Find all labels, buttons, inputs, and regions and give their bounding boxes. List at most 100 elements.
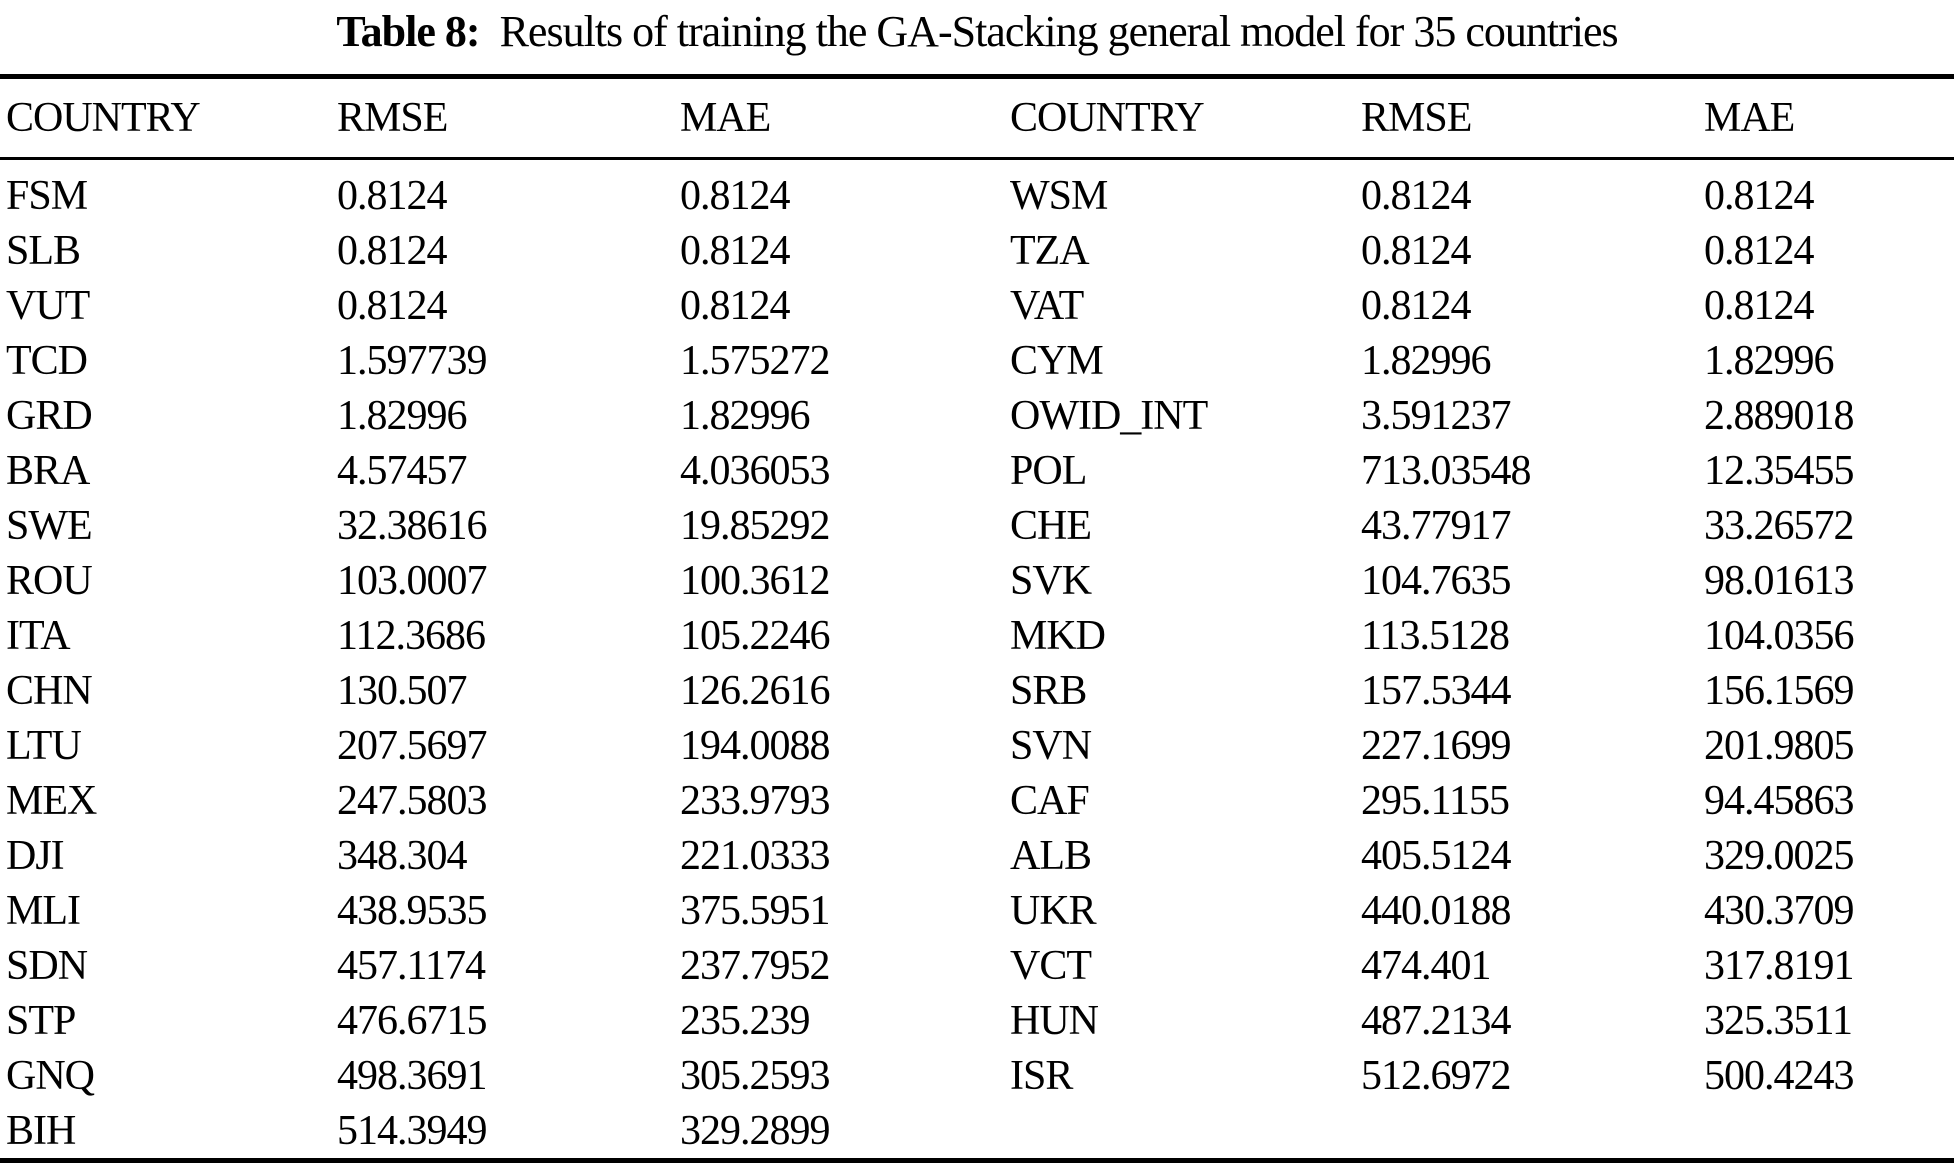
rmse-cell: 474.401 [1361, 942, 1492, 989]
country-cell: CAF [1010, 777, 1090, 824]
country-cell: BRA [6, 447, 90, 494]
mae-cell: 500.4243 [1704, 1052, 1855, 1099]
mae-cell: 98.01613 [1704, 557, 1855, 604]
table-row: TCD 1.597739 1.575272 CYM 1.82996 1.82996 [0, 333, 1954, 388]
country-cell: OWID_INT [1010, 392, 1208, 439]
mae-cell: 221.0333 [680, 832, 831, 879]
country-cell: LTU [6, 722, 82, 769]
country-cell: SDN [6, 942, 88, 989]
mae-cell: 329.2899 [680, 1107, 831, 1154]
country-cell: VUT [6, 282, 90, 329]
column-header-mae-left: MAE [680, 76, 1010, 160]
rmse-cell: 113.5128 [1361, 612, 1510, 659]
mae-cell [1704, 1103, 1954, 1161]
country-cell: MKD [1010, 612, 1106, 659]
mae-cell: 0.8124 [680, 227, 791, 274]
table-row: STP 476.6715 235.239 HUN 487.2134 325.3511 [0, 993, 1954, 1048]
rmse-cell: 405.5124 [1361, 832, 1512, 879]
mae-cell: 105.2246 [680, 612, 831, 659]
mae-cell: 1.575272 [680, 337, 831, 384]
country-cell: SVN [1010, 722, 1092, 769]
country-cell: ALB [1010, 832, 1092, 879]
rmse-cell: 43.77917 [1361, 502, 1512, 549]
table-row: LTU 207.5697 194.0088 SVN 227.1699 201.9805 [0, 718, 1954, 773]
rmse-cell: 157.5344 [1361, 667, 1512, 714]
rmse-cell: 713.03548 [1361, 447, 1532, 494]
country-cell: SRB [1010, 667, 1087, 714]
rmse-cell: 1.82996 [1361, 337, 1492, 384]
column-header-rmse-right: RMSE [1361, 76, 1704, 160]
mae-cell: 104.0356 [1704, 612, 1855, 659]
rmse-cell: 103.0007 [337, 557, 488, 604]
table-row: ITA 112.3686 105.2246 MKD 113.5128 104.0356 [0, 608, 1954, 663]
country-cell: WSM [1010, 172, 1108, 219]
rmse-cell: 4.57457 [337, 447, 468, 494]
rmse-cell: 438.9535 [337, 887, 488, 934]
mae-cell: 0.8124 [1704, 282, 1815, 329]
mae-cell: 0.8124 [1704, 227, 1815, 274]
mae-cell: 317.8191 [1704, 942, 1855, 989]
column-header-rmse-left: RMSE [337, 76, 680, 160]
mae-cell: 1.82996 [1704, 337, 1835, 384]
table-caption: Table 8: Results of training the GA-Stack… [0, 4, 1954, 60]
rmse-cell: 476.6715 [337, 997, 488, 1044]
mae-cell: 194.0088 [680, 722, 831, 769]
mae-cell: 325.3511 [1704, 997, 1853, 1044]
rmse-cell: 112.3686 [337, 612, 486, 659]
mae-cell: 0.8124 [1704, 172, 1815, 219]
table-row: SDN 457.1174 237.7952 VCT 474.401 317.8191 [0, 938, 1954, 993]
country-cell: TZA [1010, 227, 1090, 274]
rmse-cell: 440.0188 [1361, 887, 1512, 934]
table-caption-text: Results of training the GA-Stacking gene… [499, 7, 1619, 56]
rmse-cell: 1.82996 [337, 392, 468, 439]
mae-cell: 201.9805 [1704, 722, 1855, 769]
rmse-cell: 498.3691 [337, 1052, 488, 1099]
rmse-cell: 3.591237 [1361, 392, 1512, 439]
country-cell: VAT [1010, 282, 1084, 329]
column-header-country-right: COUNTRY [1010, 76, 1361, 160]
mae-cell: 235.239 [680, 997, 811, 1044]
mae-cell: 0.8124 [680, 282, 791, 329]
table-row: VUT 0.8124 0.8124 VAT 0.8124 0.8124 [0, 278, 1954, 333]
country-cell: SLB [6, 227, 81, 274]
table-row: BRA 4.57457 4.036053 POL 713.03548 12.35455 [0, 443, 1954, 498]
mae-cell: 329.0025 [1704, 832, 1855, 879]
country-cell: CHE [1010, 502, 1092, 549]
country-cell: GNQ [6, 1052, 95, 1099]
rmse-cell: 207.5697 [337, 722, 488, 769]
table-row: ROU 103.0007 100.3612 SVK 104.7635 98.01613 [0, 553, 1954, 608]
mae-cell: 19.85292 [680, 502, 831, 549]
table-row: GRD 1.82996 1.82996 OWID_INT 3.591237 2.88901… [0, 388, 1954, 443]
rmse-cell: 348.304 [337, 832, 468, 879]
rmse-cell: 104.7635 [1361, 557, 1512, 604]
country-cell: DJI [6, 832, 65, 879]
country-cell: UKR [1010, 887, 1097, 934]
table-row: MEX 247.5803 233.9793 CAF 295.1155 94.45863 [0, 773, 1954, 828]
mae-cell: 12.35455 [1704, 447, 1855, 494]
country-cell: SWE [6, 502, 93, 549]
country-cell: STP [6, 997, 76, 1044]
table-row: SWE 32.38616 19.85292 CHE 43.77917 33.26572 [0, 498, 1954, 553]
mae-cell: 233.9793 [680, 777, 831, 824]
rmse-cell: 32.38616 [337, 502, 488, 549]
mae-cell: 4.036053 [680, 447, 831, 494]
country-cell: ROU [6, 557, 93, 604]
table-row: FSM 0.8124 0.8124 WSM 0.8124 0.8124 [0, 159, 1954, 224]
country-cell: ITA [6, 612, 71, 659]
rmse-cell [1361, 1103, 1704, 1161]
table-row: SLB 0.8124 0.8124 TZA 0.8124 0.8124 [0, 223, 1954, 278]
country-cell: BIH [6, 1107, 76, 1154]
mae-cell: 1.82996 [680, 392, 811, 439]
mae-cell: 100.3612 [680, 557, 831, 604]
mae-cell: 430.3709 [1704, 887, 1855, 934]
country-cell: TCD [6, 337, 88, 384]
country-cell: FSM [6, 172, 88, 219]
results-table: COUNTRY RMSE MAE COUNTRY RMSE MAE FSM 0.8… [0, 74, 1954, 1163]
country-cell: GRD [6, 392, 93, 439]
mae-cell: 237.7952 [680, 942, 831, 989]
country-cell: POL [1010, 447, 1087, 494]
rmse-cell: 0.8124 [337, 172, 448, 219]
mae-cell: 305.2593 [680, 1052, 831, 1099]
rmse-cell: 130.507 [337, 667, 468, 714]
